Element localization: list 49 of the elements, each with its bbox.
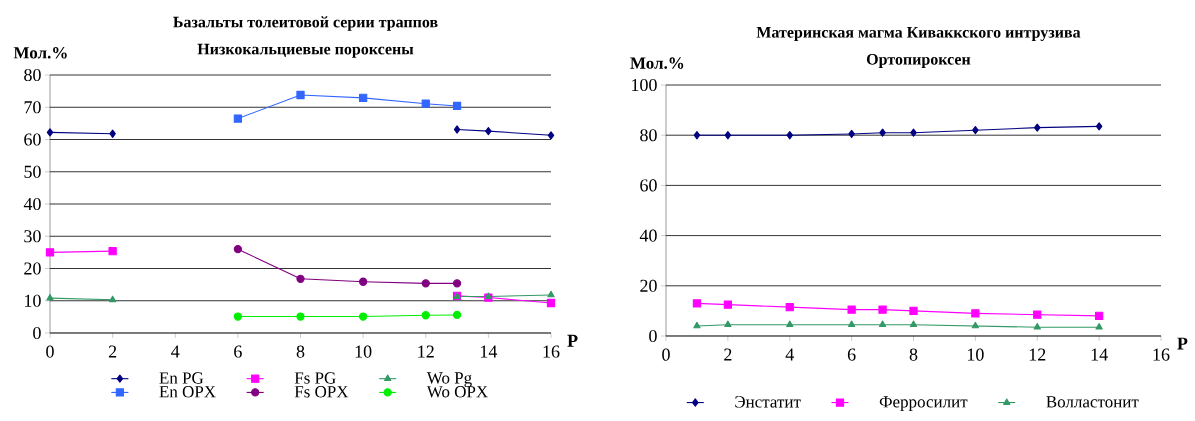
- y-tick-label: 10: [25, 294, 41, 307]
- y-tick-label: 100: [632, 78, 657, 92]
- chart-subtitle: Низкокальциевые пороксены: [197, 43, 414, 58]
- y-tick-label: 80: [24, 68, 41, 82]
- y-tick-label: 50: [24, 165, 41, 178]
- x-tick-label: 4: [171, 345, 180, 358]
- x-tick-label: 4: [785, 348, 794, 361]
- legend-label: Ферросилит: [879, 396, 968, 411]
- y-tick-label: 0: [33, 326, 41, 340]
- x-tick-label: 14: [480, 345, 498, 358]
- y-axis-title: Мол.%: [13, 47, 67, 59]
- y-tick-label: 0: [649, 329, 657, 343]
- legend-label: Fs PG: [294, 372, 336, 384]
- x-tick-label: 12: [1029, 348, 1046, 361]
- legend-label: En OPX: [159, 386, 216, 398]
- y-tick-label: 80: [640, 129, 657, 142]
- y-tick-label: 60: [24, 133, 41, 146]
- y-tick-label: 20: [640, 279, 657, 292]
- x-tick-label: 16: [543, 345, 560, 358]
- x-tick-label: 16: [1153, 348, 1170, 361]
- legend-label: En PG: [159, 372, 204, 384]
- x-tick-label: 8: [296, 345, 305, 358]
- x-tick-label: 6: [847, 348, 856, 361]
- chart-title: Ьазальты толеитовой серии траппов: [173, 16, 438, 31]
- y-tick-label: 70: [24, 101, 41, 114]
- y-tick-label: 20: [24, 262, 41, 275]
- chart-title: Материнская магма Киваккского интрузива: [756, 27, 1081, 41]
- x-tick-label: 0: [46, 345, 54, 358]
- y-tick-label: 60: [640, 179, 657, 192]
- x-tick-label: 0: [662, 348, 670, 361]
- x-axis-title: P: [1177, 337, 1188, 350]
- legend-label: Волластонит: [1046, 396, 1139, 408]
- y-axis-title: Мол.%: [630, 57, 684, 69]
- chart-subtitle: Ортопироксен: [866, 53, 971, 68]
- legend-label: Fs OPX: [294, 386, 349, 398]
- x-tick-label: 14: [1091, 348, 1108, 361]
- y-tick-label: 40: [23, 197, 41, 211]
- x-tick-label: 10: [967, 348, 984, 361]
- x-tick-label: 2: [108, 345, 117, 358]
- x-tick-label: 6: [234, 345, 242, 358]
- x-tick-label: 12: [418, 345, 434, 358]
- x-tick-label: 8: [909, 348, 918, 361]
- y-tick-label: 40: [639, 229, 657, 242]
- x-axis-title: P: [567, 334, 578, 347]
- legend-label: Wo OPX: [426, 386, 488, 398]
- x-tick-label: 2: [724, 348, 732, 361]
- x-tick-label: 10: [355, 345, 372, 358]
- legend-label: Энстатит: [735, 396, 801, 408]
- y-tick-label: 30: [24, 230, 41, 243]
